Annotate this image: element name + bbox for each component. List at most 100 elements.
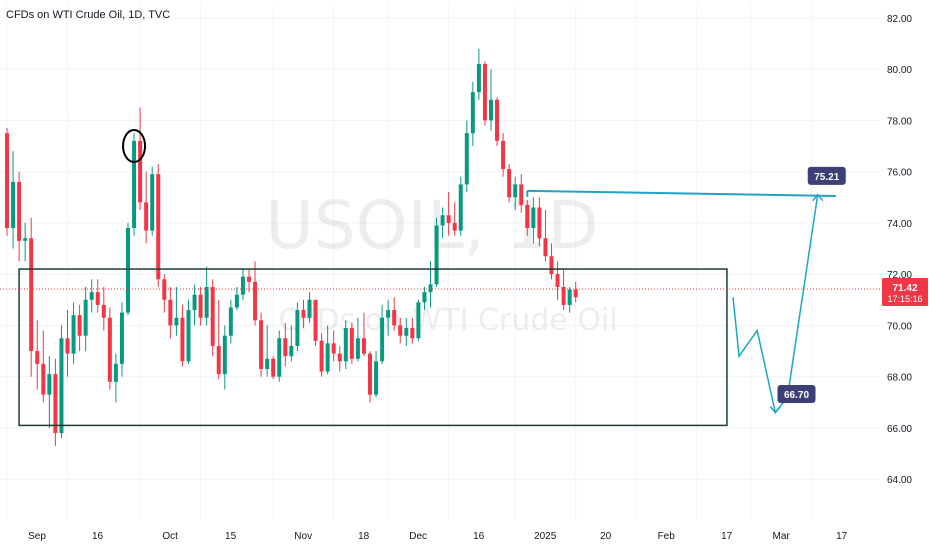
candle-body[interactable] (507, 169, 512, 198)
candle-body[interactable] (489, 99, 493, 121)
candle-body[interactable] (89, 292, 94, 300)
candle-body[interactable] (361, 338, 366, 354)
candle-body[interactable] (337, 353, 342, 362)
candle-body[interactable] (380, 317, 385, 362)
candle-body[interactable] (101, 304, 106, 318)
candlestick-series[interactable] (5, 48, 578, 446)
candle-body[interactable] (162, 279, 167, 300)
time-axis[interactable]: Sep 16 Oct 15 Nov 18 Dec 16 2025 20 Feb 17 Mar 17 (0, 520, 932, 550)
candle-body[interactable] (289, 345, 294, 357)
candle-body[interactable] (216, 345, 221, 375)
candle-body[interactable] (83, 299, 88, 336)
candle-body[interactable] (440, 215, 445, 226)
candle-body[interactable] (59, 338, 64, 434)
candle-body[interactable] (192, 294, 197, 311)
candle-body[interactable] (180, 317, 185, 362)
candle-body[interactable] (531, 207, 536, 229)
candle-body[interactable] (210, 286, 215, 346)
candle-body[interactable] (277, 338, 282, 377)
candle-body[interactable] (416, 302, 421, 339)
candle-body[interactable] (452, 222, 457, 231)
candle-body[interactable] (71, 315, 76, 354)
candle-body[interactable] (374, 361, 379, 395)
projection-path[interactable] (732, 194, 819, 415)
candle-body[interactable] (222, 335, 227, 375)
candle-body[interactable] (434, 225, 439, 285)
drawings[interactable] (18, 128, 836, 427)
candle-body[interactable] (355, 338, 360, 359)
candle-body[interactable] (41, 363, 46, 395)
candle-body[interactable] (156, 174, 161, 280)
candle-body[interactable] (283, 338, 288, 357)
candle-body[interactable] (464, 133, 469, 185)
candle-body[interactable] (35, 351, 40, 364)
candle-body[interactable] (368, 353, 372, 395)
resistance-line[interactable] (527, 189, 836, 197)
candle-body[interactable] (446, 215, 451, 223)
candle-body[interactable] (119, 312, 124, 364)
candle-body[interactable] (555, 274, 560, 287)
candle-body[interactable] (186, 310, 191, 362)
candle-body[interactable] (107, 317, 112, 382)
candle-body[interactable] (53, 374, 58, 434)
candle-body[interactable] (410, 327, 415, 339)
candle-body[interactable] (398, 325, 403, 336)
candle-body[interactable] (132, 140, 137, 229)
candle-body[interactable] (386, 310, 391, 318)
candle-body[interactable] (422, 292, 427, 303)
candle-body[interactable] (458, 184, 463, 231)
candle-body[interactable] (307, 299, 312, 318)
candle-body[interactable] (561, 286, 566, 305)
candle-body[interactable] (259, 320, 264, 370)
candle-body[interactable] (476, 63, 481, 93)
candle-body[interactable] (537, 207, 542, 239)
candle-body[interactable] (313, 299, 318, 341)
candle-body[interactable] (77, 315, 82, 336)
candle-body[interactable] (482, 63, 487, 121)
price-axis[interactable]: 82.00 80.00 78.00 76.00 74.00 72.00 70.00 68.00… (880, 0, 932, 550)
highlight-circle[interactable] (122, 128, 147, 163)
candle-body[interactable] (319, 340, 324, 372)
candle-body[interactable] (573, 289, 578, 298)
range-box[interactable] (18, 268, 728, 427)
candle-body[interactable] (5, 133, 9, 229)
candle-body[interactable] (549, 256, 554, 275)
candle-body[interactable] (343, 327, 348, 362)
candle-body[interactable] (113, 363, 118, 382)
candle-body[interactable] (495, 99, 500, 141)
candle-body[interactable] (174, 317, 179, 326)
candle-body[interactable] (543, 238, 548, 257)
candle-body[interactable] (247, 276, 251, 282)
candle-body[interactable] (17, 181, 22, 241)
candle-body[interactable] (428, 284, 433, 293)
candle-body[interactable] (295, 310, 300, 346)
candle-body[interactable] (253, 281, 258, 321)
candle-body[interactable] (126, 228, 130, 313)
candle-body[interactable] (301, 310, 306, 318)
candle-body[interactable] (198, 294, 203, 318)
candle-body[interactable] (23, 238, 28, 241)
candle-body[interactable] (349, 327, 354, 359)
candle-body[interactable] (138, 140, 143, 203)
candle-body[interactable] (513, 184, 518, 198)
candle-body[interactable] (265, 358, 270, 370)
candle-body[interactable] (519, 184, 524, 205)
candle-body[interactable] (29, 238, 34, 352)
candle-body[interactable] (204, 286, 209, 318)
candle-body[interactable] (65, 338, 70, 354)
candle-body[interactable] (331, 343, 336, 354)
candle-body[interactable] (325, 343, 330, 372)
candle-body[interactable] (47, 374, 52, 395)
candle-body[interactable] (11, 181, 16, 229)
candle-body[interactable] (228, 307, 233, 336)
candle-body[interactable] (392, 310, 397, 326)
candle-body[interactable] (470, 92, 475, 134)
candle-body[interactable] (404, 327, 409, 336)
candle-body[interactable] (150, 174, 155, 231)
candle-body[interactable] (168, 299, 173, 326)
candle-body[interactable] (567, 289, 572, 305)
candle-body[interactable] (271, 358, 276, 377)
candle-body[interactable] (240, 276, 245, 295)
candle-body[interactable] (234, 294, 239, 308)
